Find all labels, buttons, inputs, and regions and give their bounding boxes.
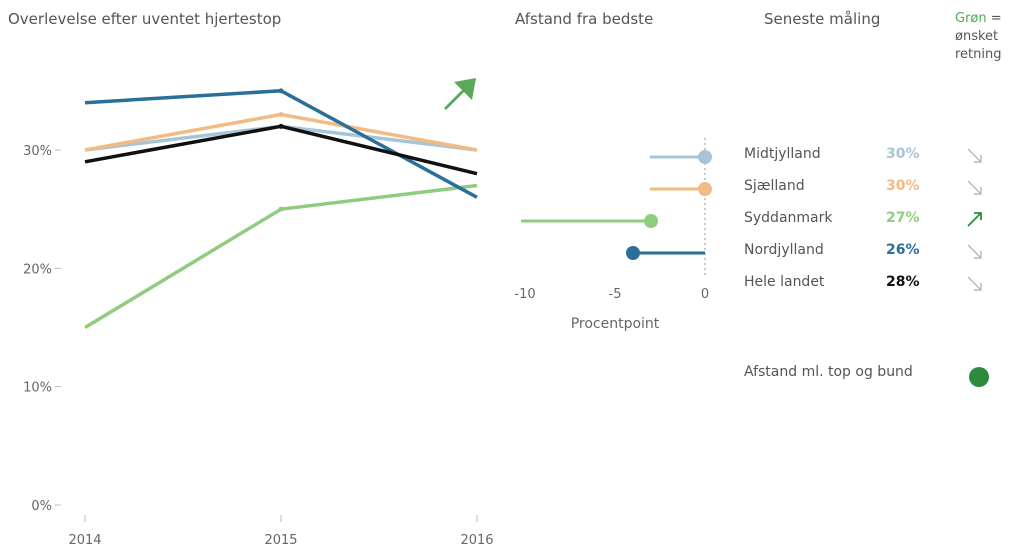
distance-dot <box>698 150 712 164</box>
data-point <box>278 123 284 129</box>
row-latest-value: 27% <box>886 210 920 226</box>
line-chart: 0% 10% 20% 30% 2014 2015 2016 <box>23 88 494 548</box>
y-tick-label: 0% <box>31 499 52 514</box>
row-latest-value: 28% <box>886 274 920 290</box>
trend-down-icon <box>967 276 982 291</box>
x-tick-label: -5 <box>609 287 622 302</box>
direction-line3: retning <box>955 47 1002 62</box>
row-region-name: Nordjylland <box>744 242 824 258</box>
distance-dot <box>626 246 640 260</box>
x-axis-label: Procentpoint <box>571 316 660 332</box>
row-latest-value: 30% <box>886 146 920 162</box>
series-line <box>84 112 478 152</box>
data-point <box>278 88 284 94</box>
latest-measure-table: Midtjylland 30% Sjælland 30% Syddanmark 27% No… <box>740 140 1013 310</box>
data-point <box>278 206 284 212</box>
row-region-name: Hele landet <box>744 274 825 290</box>
y-tick-label: 30% <box>23 144 52 159</box>
trend-down-icon <box>967 180 982 195</box>
row-region-name: Midtjylland <box>744 146 821 162</box>
data-point <box>278 112 284 117</box>
trend-down-icon <box>967 148 982 163</box>
distance-dot-chart: -10 -5 0 Procentpoint <box>514 138 712 332</box>
spread-indicator-dot <box>969 367 989 387</box>
row-latest-value: 26% <box>886 242 920 258</box>
row-latest-value: 30% <box>886 178 920 194</box>
distance-chart-title: Afstand fra bedste <box>515 10 654 28</box>
x-tick-label: -10 <box>514 287 535 302</box>
x-tick-label: 2015 <box>264 533 297 548</box>
direction-equals: = <box>990 11 1002 26</box>
trend-up-icon <box>967 212 982 227</box>
x-tick-label: 2016 <box>460 533 493 548</box>
y-tick-label: 10% <box>23 381 52 396</box>
spread-label: Afstand ml. top og bund <box>744 364 913 380</box>
y-tick-label: 20% <box>23 262 52 277</box>
row-region-name: Syddanmark <box>744 210 833 226</box>
distance-dot <box>644 214 658 228</box>
row-region-name: Sjælland <box>744 178 805 194</box>
x-tick-label: 0 <box>701 287 709 302</box>
trend-down-icon <box>967 244 982 259</box>
distance-dot <box>698 182 712 196</box>
direction-line2: ønsket <box>955 29 999 44</box>
x-tick-label: 2014 <box>68 533 101 548</box>
up-right-arrow-icon <box>444 78 476 110</box>
latest-measure-title: Seneste måling <box>764 10 881 28</box>
direction-green-word: Grøn <box>955 11 987 26</box>
direction-legend: Grøn = ønsket retning <box>955 10 1013 64</box>
line-chart-title: Overlevelse efter uventet hjertestop <box>8 10 282 28</box>
